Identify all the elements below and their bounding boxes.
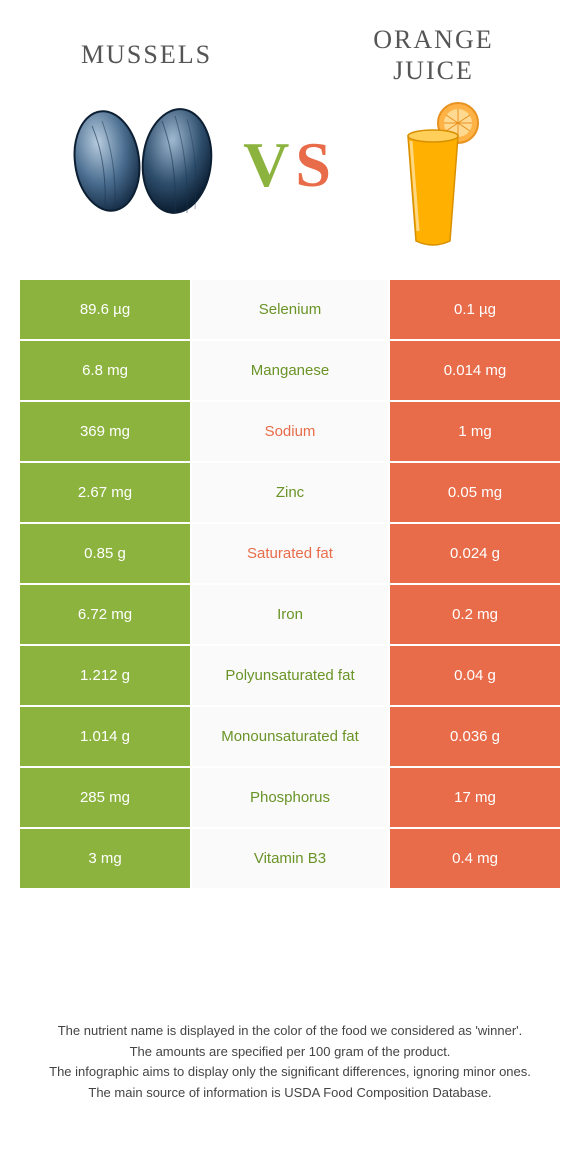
nutrient-name-cell: Phosphorus: [190, 768, 390, 827]
left-value-cell: 3 mg: [20, 829, 190, 888]
footer-line-4: The main source of information is USDA F…: [40, 1083, 540, 1104]
vs-v-letter: V: [243, 129, 295, 200]
nutrient-row: 2.67 mgZinc0.05 mg: [20, 463, 560, 524]
right-value-cell: 0.04 g: [390, 646, 560, 705]
left-value-cell: 6.8 mg: [20, 341, 190, 400]
left-food-title: Mussels: [81, 39, 212, 70]
left-value-cell: 1.212 g: [20, 646, 190, 705]
left-value-cell: 89.6 µg: [20, 280, 190, 339]
footer-line-1: The nutrient name is displayed in the co…: [40, 1021, 540, 1042]
orange-juice-image: [378, 106, 488, 246]
nutrient-row: 6.72 mgIron0.2 mg: [20, 585, 560, 646]
nutrient-name-cell: Saturated fat: [190, 524, 390, 583]
nutrient-row: 3 mgVitamin B30.4 mg: [20, 829, 560, 890]
right-value-cell: 0.036 g: [390, 707, 560, 766]
footer-line-3: The infographic aims to display only the…: [40, 1062, 540, 1083]
right-value-cell: 0.014 mg: [390, 341, 560, 400]
nutrient-comparison-table: 89.6 µgSelenium0.1 µg6.8 mgManganese0.01…: [20, 280, 560, 890]
right-value-cell: 0.2 mg: [390, 585, 560, 644]
left-value-cell: 2.67 mg: [20, 463, 190, 522]
nutrient-name-cell: Vitamin B3: [190, 829, 390, 888]
comparison-header: Mussels: [0, 0, 580, 260]
mussels-image: [67, 91, 227, 231]
nutrient-row: 1.014 gMonounsaturated fat0.036 g: [20, 707, 560, 768]
right-value-cell: 0.4 mg: [390, 829, 560, 888]
nutrient-name-cell: Monounsaturated fat: [190, 707, 390, 766]
nutrient-row: 0.85 gSaturated fat0.024 g: [20, 524, 560, 585]
right-food-title: Orange juice: [337, 24, 530, 86]
nutrient-name-cell: Sodium: [190, 402, 390, 461]
right-food-column: Orange juice: [337, 24, 530, 246]
footer-line-2: The amounts are specified per 100 gram o…: [40, 1042, 540, 1063]
left-value-cell: 1.014 g: [20, 707, 190, 766]
right-value-cell: 17 mg: [390, 768, 560, 827]
nutrient-row: 1.212 gPolyunsaturated fat0.04 g: [20, 646, 560, 707]
nutrient-name-cell: Manganese: [190, 341, 390, 400]
left-value-cell: 369 mg: [20, 402, 190, 461]
right-value-cell: 0.024 g: [390, 524, 560, 583]
vs-label: VS: [243, 128, 337, 202]
nutrient-row: 285 mgPhosphorus17 mg: [20, 768, 560, 829]
right-value-cell: 0.05 mg: [390, 463, 560, 522]
nutrient-name-cell: Iron: [190, 585, 390, 644]
vs-s-letter: S: [295, 129, 337, 200]
left-value-cell: 285 mg: [20, 768, 190, 827]
nutrient-name-cell: Polyunsaturated fat: [190, 646, 390, 705]
right-value-cell: 0.1 µg: [390, 280, 560, 339]
footer-notes: The nutrient name is displayed in the co…: [0, 1021, 580, 1104]
nutrient-row: 89.6 µgSelenium0.1 µg: [20, 280, 560, 341]
right-value-cell: 1 mg: [390, 402, 560, 461]
left-food-column: Mussels: [50, 39, 243, 230]
left-value-cell: 6.72 mg: [20, 585, 190, 644]
nutrient-row: 369 mgSodium1 mg: [20, 402, 560, 463]
nutrient-row: 6.8 mgManganese0.014 mg: [20, 341, 560, 402]
nutrient-name-cell: Zinc: [190, 463, 390, 522]
nutrient-name-cell: Selenium: [190, 280, 390, 339]
left-value-cell: 0.85 g: [20, 524, 190, 583]
